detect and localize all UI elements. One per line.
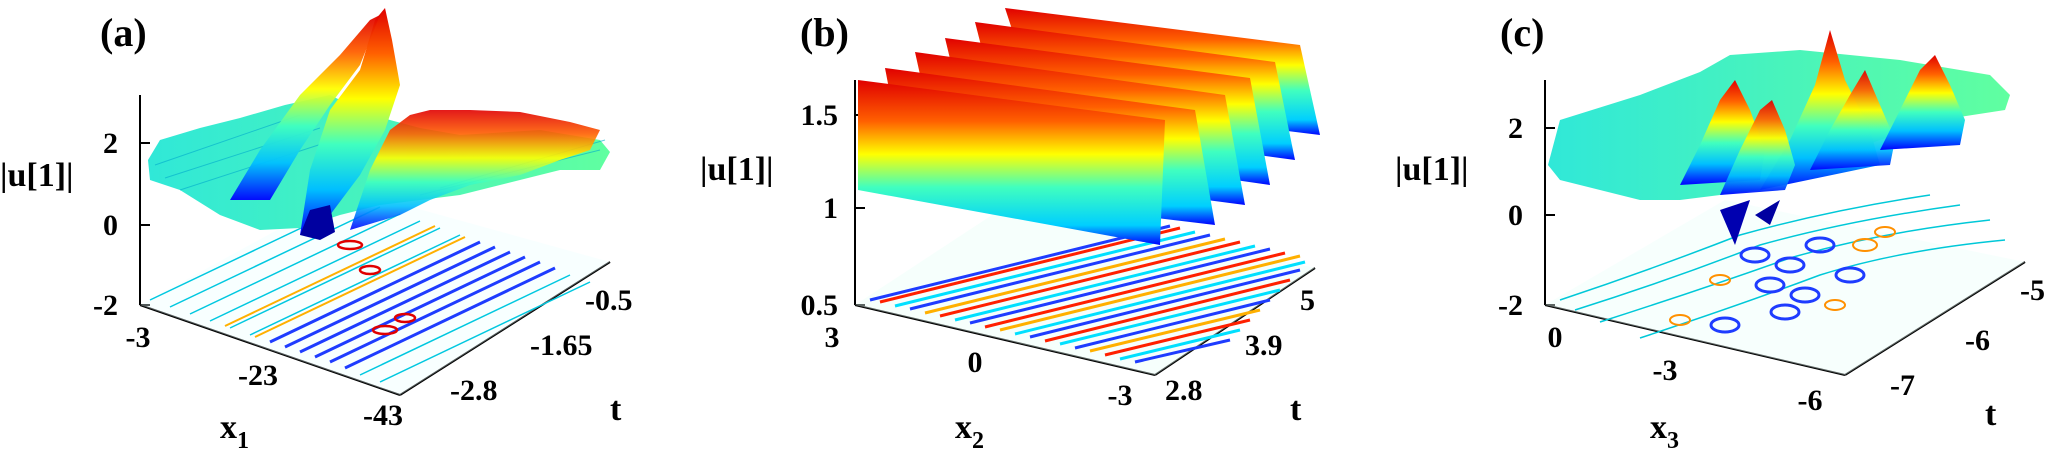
y-ticks-c: -5 -6 -7 (1890, 274, 2045, 402)
z-tick-label: 2 (103, 127, 118, 160)
y-tick-label: 2.8 (1165, 374, 1203, 407)
x-tick-label: -3 (126, 321, 151, 354)
ridge-left (230, 15, 380, 200)
x-axis-line-c (1544, 304, 1846, 376)
x-tick-label: -3 (1108, 379, 1133, 412)
contour-lines-yellow (224, 225, 466, 338)
x-axis-line-b (854, 304, 1156, 376)
x-tick-label: -3 (1653, 354, 1678, 387)
panel-label-c: (c) (1500, 10, 1544, 55)
trough (1755, 200, 1780, 225)
y-tick-label: -5 (2020, 274, 2045, 307)
z-axis-label-b: |u[1]| (700, 151, 774, 188)
contour-blobs-blue (1709, 236, 1866, 334)
z-ticks-a: 2 0 -2 (93, 127, 150, 322)
y-tick-label: -6 (1965, 324, 1990, 357)
contour-lines-cyan (149, 199, 591, 383)
panel-label-a: (a) (100, 10, 147, 55)
x-ticks-a: -3 -23 -43 (126, 321, 404, 432)
z-tick-label: 1 (823, 192, 838, 225)
contour-stripes (869, 224, 1306, 364)
band-front (858, 80, 1165, 245)
y-tick-label: 5 (1300, 284, 1315, 317)
contour-blobs-orange (1669, 226, 1896, 326)
surface-c (1548, 30, 2010, 245)
surface-a (148, 8, 610, 240)
panel-a: (a) 2 0 -2 |u[1]| (0, 8, 633, 454)
contour-lines-cyan (1559, 194, 2006, 339)
x-tick-label: 0 (968, 346, 983, 379)
z-axis-label-a: |u[1]| (0, 157, 74, 194)
x-tick-label: 3 (825, 321, 840, 354)
x-tick-label: 0 (1548, 321, 1563, 354)
rogue-peak-front (300, 8, 400, 235)
surface-b (858, 8, 1320, 245)
y-tick-label: 3.9 (1245, 329, 1283, 362)
y-axis-label-a: t (610, 391, 622, 428)
x-ticks-b: 3 0 -3 (825, 321, 1133, 412)
contour-projection-a (140, 190, 610, 395)
peak (1880, 55, 1965, 150)
z-ticks-c: 2 0 -2 (1498, 112, 1555, 322)
x-axis-label-c: x3 (1650, 409, 1679, 454)
panel-label-b: (b) (800, 10, 849, 55)
z-tick-label: -2 (93, 289, 118, 322)
z-tick-label: 0 (103, 209, 118, 242)
y-tick-label: -2.8 (450, 374, 498, 407)
x-ticks-c: 0 -3 -6 (1548, 321, 1823, 417)
peak (1720, 100, 1795, 195)
peak (1810, 70, 1895, 170)
z-tick-label: 0.5 (801, 289, 839, 322)
y-tick-label: -0.5 (585, 284, 633, 317)
y-ticks-a: -0.5 -1.65 -2.8 (450, 284, 633, 407)
x-axis-line-a (139, 304, 401, 396)
z-tick-label: 1.5 (801, 99, 839, 132)
panel-c: (c) 2 0 -2 |u[1]| (1395, 10, 2045, 454)
ridge-right (350, 110, 600, 230)
contour-lines-red (336, 239, 417, 336)
surface-dip (300, 205, 335, 240)
x-axis-label-a: x1 (220, 409, 249, 454)
x-tick-label: -43 (363, 399, 403, 432)
contour-lines-blue (269, 240, 556, 370)
x-axis-label-b: x2 (955, 409, 984, 454)
y-axis-label-c: t (1985, 396, 1997, 433)
y-tick-label: -7 (1890, 369, 1915, 402)
contour-projection-b (855, 200, 1315, 375)
y-ticks-b: 5 3.9 2.8 (1165, 284, 1315, 407)
x-tick-label: -6 (1798, 384, 1823, 417)
trough (1720, 200, 1750, 245)
z-ticks-b: 1.5 1 0.5 (801, 99, 865, 322)
y-axis-label-b: t (1290, 391, 1302, 428)
contour-projection-c (1545, 194, 2025, 375)
x-tick-label: -23 (238, 359, 278, 392)
y-axis-line-b (1154, 267, 1316, 376)
z-tick-label: 2 (1508, 112, 1523, 145)
z-tick-label: -2 (1498, 289, 1523, 322)
y-axis-line-c (1844, 261, 2026, 376)
z-tick-label: 0 (1508, 199, 1523, 232)
panel-b: (b) 1.5 1 0.5 |u[1]| (700, 8, 1320, 454)
y-tick-label: -1.65 (530, 329, 593, 362)
z-axis-label-c: |u[1]| (1395, 151, 1469, 188)
y-axis-line-a (399, 261, 611, 396)
